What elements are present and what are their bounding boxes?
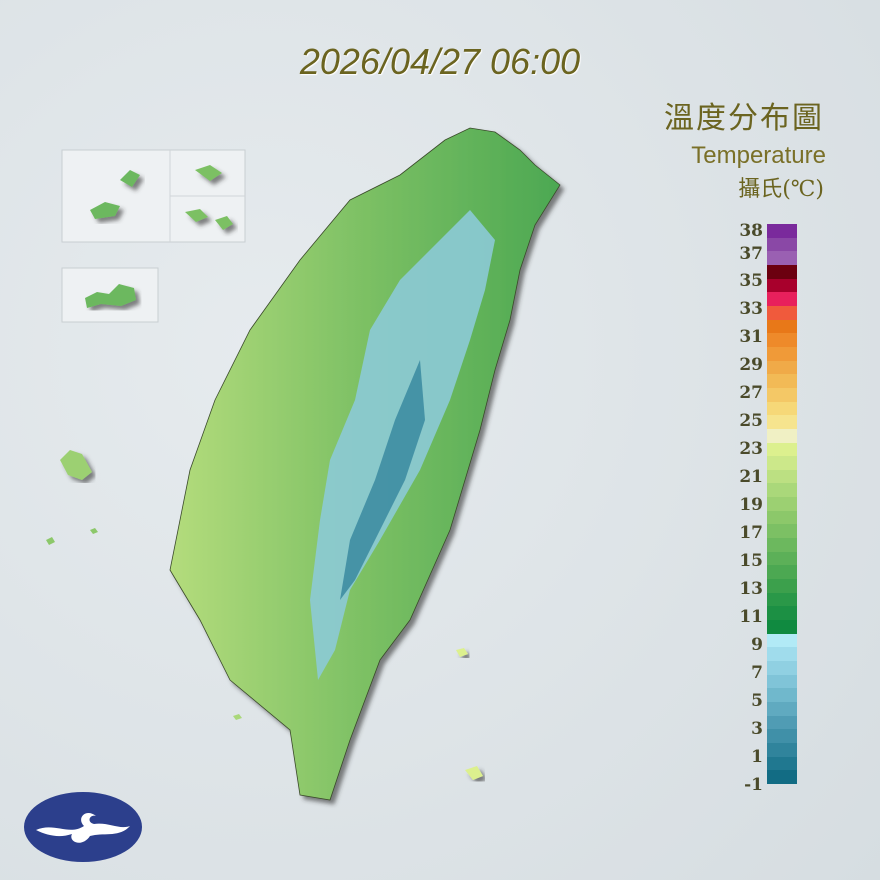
- colorbar-bin: [767, 456, 797, 470]
- colorbar-bin: [767, 264, 797, 279]
- colorbar-bin: [767, 224, 797, 238]
- legend-title-en: Temperature: [691, 142, 826, 169]
- inset-kinmen: [61, 267, 159, 323]
- colorbar-tick-label: 19: [739, 495, 763, 515]
- colorbar-bin: [767, 497, 797, 511]
- colorbar-tick-label: 7: [751, 663, 763, 683]
- colorbar-bin: [767, 770, 797, 784]
- colorbar-bin: [767, 415, 797, 429]
- cwa-logo: [24, 792, 142, 862]
- colorbar-bin: [767, 579, 797, 593]
- legend-title-zh: 溫度分布圖: [664, 101, 824, 136]
- colorbar-bin: [767, 360, 797, 375]
- colorbar-bin: [767, 742, 797, 757]
- colorbar-bin: [767, 442, 797, 457]
- green-island: [456, 648, 468, 657]
- colorbar-bin: [767, 633, 797, 648]
- colorbar-bin: [767, 428, 797, 443]
- colorbar-bin: [767, 620, 797, 634]
- colorbar-bin: [767, 469, 797, 484]
- colorbar-bin: [767, 237, 797, 252]
- colorbar-bin: [767, 483, 797, 498]
- colorbar-bin: [767, 756, 797, 771]
- colorbar-bin: [767, 565, 797, 580]
- colorbar-bin: [767, 346, 797, 361]
- colorbar-tick-label: 1: [751, 747, 763, 767]
- colorbar-tick-label: 25: [739, 411, 763, 431]
- colorbar-bin: [767, 251, 797, 265]
- colorbar-tick-label: 23: [739, 439, 763, 459]
- colorbar-tick-label: 33: [739, 299, 763, 319]
- colorbar-bin: [767, 387, 797, 402]
- colorbar-tick-label: 11: [739, 607, 763, 627]
- colorbar-tick-label: 35: [739, 271, 763, 291]
- colorbar-tick-label: 37: [739, 244, 763, 264]
- colorbar-tick-label: 17: [739, 523, 763, 543]
- colorbar-tick-label: 38: [739, 221, 763, 241]
- colorbar-bin: [767, 688, 797, 702]
- colorbar-tick-label: 29: [739, 355, 763, 375]
- temperature-colorbar: [767, 224, 797, 784]
- colorbar-bin: [767, 592, 797, 607]
- colorbar-bin: [767, 538, 797, 552]
- colorbar-ticks: 38 37 35 33 31 29 27 25 23 21 19 17 15 13 11 9 7 5 3 1 -1: [725, 221, 763, 794]
- colorbar-tick-label: 21: [739, 467, 763, 487]
- colorbar-bin: [767, 551, 797, 566]
- penghu-islands: [46, 450, 98, 545]
- colorbar-bin: [767, 524, 797, 539]
- colorbar-bin: [767, 701, 797, 716]
- colorbar-bin: [767, 510, 797, 525]
- liuqiu-island: [233, 714, 242, 720]
- colorbar-bin: [767, 729, 797, 743]
- orchid-island: [465, 766, 483, 780]
- colorbar-bin: [767, 305, 797, 320]
- legend-unit: 攝氏(℃): [738, 177, 824, 202]
- colorbar-tick-label: 31: [739, 327, 763, 347]
- colorbar-tick-label: 15: [739, 551, 763, 571]
- colorbar-bin: [767, 374, 797, 388]
- colorbar-bin: [767, 647, 797, 661]
- inset-kinmen-matsu: [61, 149, 246, 243]
- colorbar-bin: [767, 606, 797, 621]
- observation-datetime: 2026/04/27 06:00: [299, 41, 581, 82]
- colorbar-bin: [767, 319, 797, 334]
- colorbar-bin: [767, 278, 797, 293]
- colorbar-tick-label: -1: [744, 775, 763, 795]
- colorbar-tick-label: 9: [751, 635, 763, 655]
- colorbar-bin: [767, 333, 797, 347]
- colorbar-bin: [767, 661, 797, 675]
- colorbar-bin: [767, 292, 797, 306]
- colorbar-tick-label: 27: [739, 383, 763, 403]
- cwa-logo-icon: [36, 813, 130, 843]
- high-peaks: [340, 360, 425, 600]
- colorbar-tick-label: 13: [739, 579, 763, 599]
- colorbar-bin: [767, 401, 797, 416]
- colorbar-tick-label: 3: [751, 719, 763, 739]
- colorbar-bin: [767, 715, 797, 730]
- colorbar-tick-label: 5: [751, 691, 763, 711]
- colorbar-bin: [767, 674, 797, 689]
